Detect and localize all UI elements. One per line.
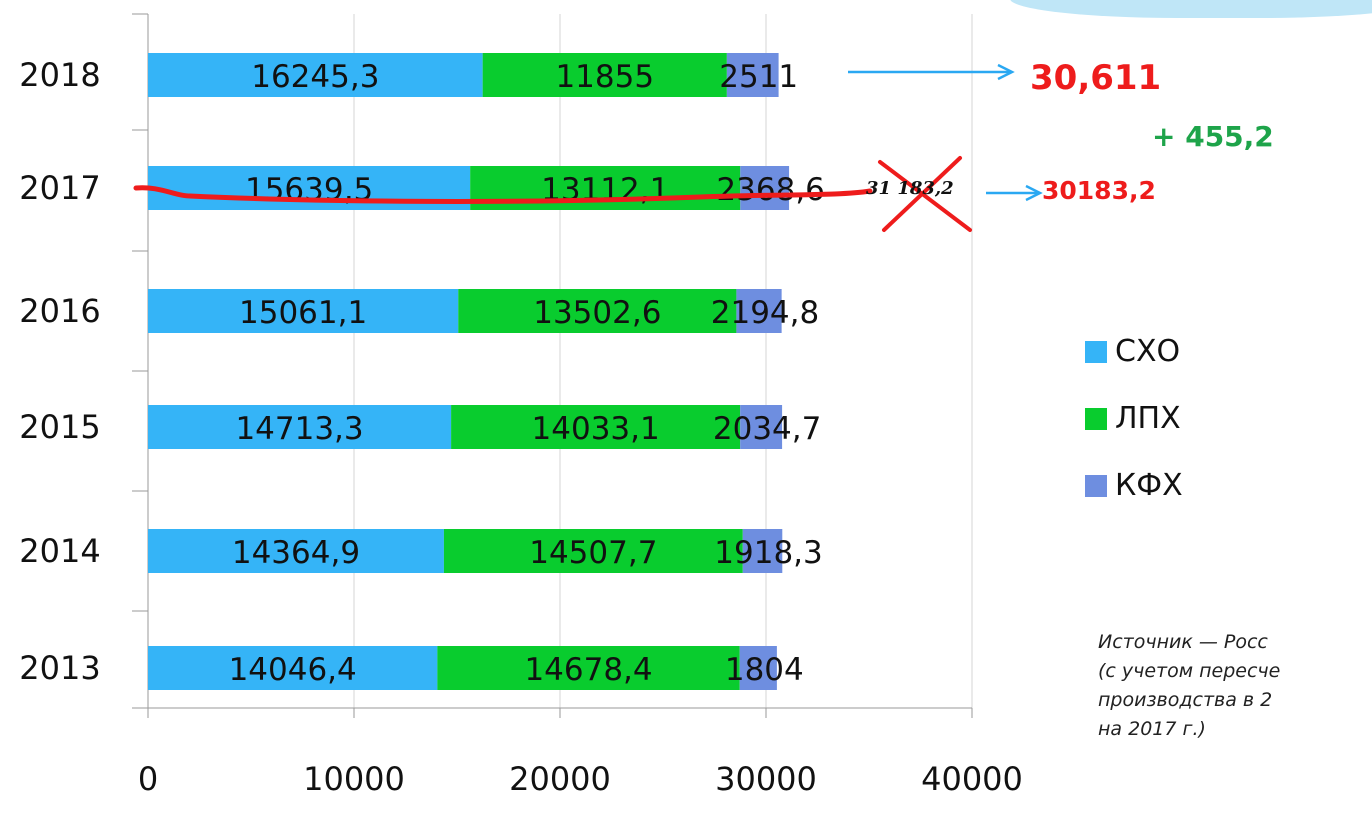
legend-label-kfh: КФХ — [1115, 468, 1183, 503]
bar-2013-series-0 — [148, 646, 438, 690]
data-label-2014-series-2: 1918,3 — [714, 535, 822, 571]
y-category-label-2017: 2017 — [19, 169, 100, 207]
data-label-2017-series-2: 2368,6 — [716, 172, 824, 208]
legend-item-kfh: КФХ — [1085, 452, 1183, 519]
bar-2018-series-2 — [726, 53, 779, 97]
arrow-2018-head — [997, 63, 1015, 81]
bar-2013-series-2 — [739, 646, 777, 690]
data-label-2013-series-1: 14678,4 — [524, 652, 652, 688]
x-tick-label-3: 30000 — [715, 760, 817, 798]
bar-2016-series-0 — [148, 289, 459, 333]
legend-swatch-kfh — [1085, 474, 1107, 497]
x-tick-label-2: 20000 — [509, 760, 611, 798]
legend-item-lph: ЛПХ — [1085, 385, 1183, 452]
y-category-label-2015: 2015 — [19, 408, 100, 446]
legend-item-sho: СХО — [1085, 318, 1183, 385]
cross-out-line-1 — [878, 160, 972, 232]
data-label-2014-series-1: 14507,7 — [529, 535, 657, 571]
decorative-swoosh — [1010, 0, 1372, 18]
cross-out-line-2 — [882, 156, 962, 232]
source-line-4: на 2017 г.) — [1098, 718, 1206, 740]
x-tick-label-4: 40000 — [921, 760, 1023, 798]
data-label-2016-series-2: 2194,8 — [711, 295, 819, 331]
data-label-2016-series-1: 13502,6 — [533, 295, 661, 331]
y-category-label-2014: 2014 — [19, 532, 100, 570]
y-category-label-2018: 2018 — [19, 56, 100, 94]
source-line-1: Источник — Росс — [1098, 631, 1268, 653]
corrected-total-2017-annotation: 30183,2 — [1042, 176, 1156, 205]
bar-2018-series-0 — [148, 53, 483, 97]
x-tick-label-0: 0 — [138, 760, 158, 798]
source-line-2: (с учетом пересче — [1098, 660, 1281, 682]
data-label-2013-series-0: 14046,4 — [229, 652, 357, 688]
source-note: Источник — Росс (с учетом пересче произв… — [1098, 628, 1372, 744]
bar-2015-series-1 — [451, 405, 741, 449]
bar-2017-series-2 — [740, 166, 790, 210]
struck-total-2017-annotation: 31 183,2 — [866, 178, 954, 199]
y-category-label-2016: 2016 — [19, 292, 100, 330]
legend-label-lph: ЛПХ — [1115, 401, 1181, 436]
bar-2013-series-1 — [437, 646, 740, 690]
data-label-2013-series-2: 1804 — [725, 652, 804, 688]
bar-2015-series-2 — [740, 405, 783, 449]
data-label-2016-series-0: 15061,1 — [239, 295, 367, 331]
total-2018-annotation: 30,611 — [1030, 58, 1162, 98]
data-label-2015-series-1: 14033,1 — [532, 411, 660, 447]
data-label-2018-series-0: 16245,3 — [251, 59, 379, 95]
data-label-2015-series-0: 14713,3 — [235, 411, 363, 447]
bar-2016-series-2 — [736, 289, 782, 333]
data-label-2018-series-1: 11855 — [555, 59, 654, 95]
data-label-2014-series-0: 14364,9 — [232, 535, 360, 571]
bar-2014-series-1 — [443, 529, 743, 573]
arrow-2017-head — [1025, 184, 1043, 202]
difference-annotation: + 455,2 — [1152, 120, 1274, 153]
data-label-2015-series-2: 2034,7 — [713, 411, 821, 447]
legend-swatch-lph — [1085, 407, 1107, 430]
bar-2014-series-0 — [148, 529, 444, 573]
data-label-2018-series-2: 2511 — [719, 59, 798, 95]
bar-2018-series-1 — [482, 53, 727, 97]
legend-label-sho: СХО — [1115, 334, 1181, 369]
bar-2015-series-0 — [148, 405, 452, 449]
legend-swatch-sho — [1085, 340, 1107, 363]
source-line-3: производства в 2 — [1098, 689, 1273, 711]
strike-line-2017 — [133, 185, 873, 204]
x-tick-label-1: 10000 — [303, 760, 405, 798]
y-category-label-2013: 2013 — [19, 649, 100, 687]
bar-2014-series-2 — [742, 529, 783, 573]
chart-legend: СХО ЛПХ КФХ — [1085, 318, 1183, 519]
bar-2016-series-1 — [458, 289, 737, 333]
